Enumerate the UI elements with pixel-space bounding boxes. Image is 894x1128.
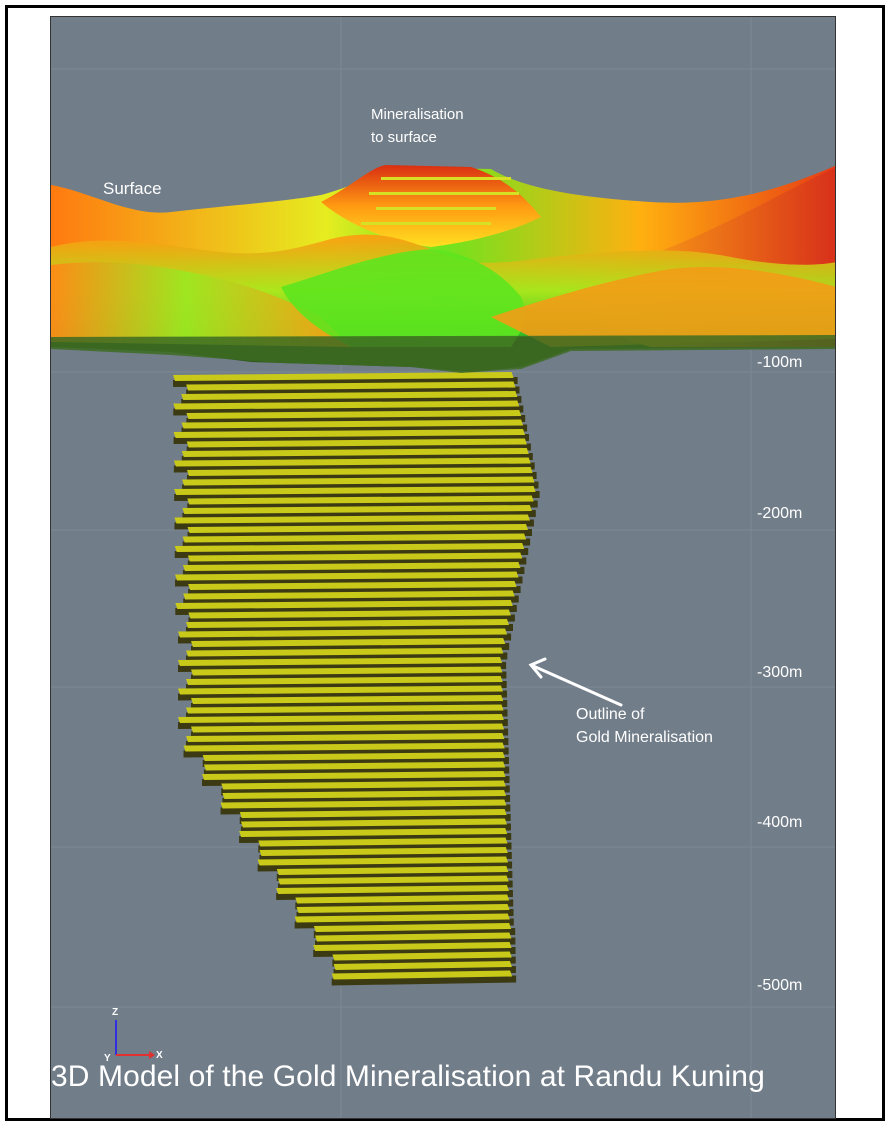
3d-scene [51, 17, 835, 1118]
depth-label: -400m [757, 814, 803, 831]
mineralisation-label-line2: to surface [371, 129, 437, 146]
surface-label: Surface [103, 179, 162, 198]
outline-label-line1: Outline of [576, 706, 645, 723]
3d-model-viewport: Surface Mineralisation to surface Outlin… [50, 16, 836, 1119]
ore-slab [331, 970, 517, 986]
outline-label: Outline of Gold Mineralisation [576, 703, 713, 749]
axis-triad-icon [115, 1020, 155, 1059]
surface-ore-streak [361, 222, 491, 225]
surface-ore-streak [376, 207, 496, 210]
terrain-front-right [491, 267, 835, 347]
axis-z-label: Z [112, 1007, 119, 1018]
figure-frame: Surface Mineralisation to surface Outlin… [5, 5, 885, 1121]
depth-label: -100m [757, 354, 803, 371]
gold-ore-body [173, 372, 540, 986]
surface-ore-streak [381, 177, 511, 180]
mineralisation-to-surface-label: Mineralisation to surface [371, 103, 464, 149]
outline-label-line2: Gold Mineralisation [576, 729, 713, 746]
terrain-surface [51, 165, 835, 373]
axis-x-label: X [156, 1050, 163, 1061]
outline-arrow [528, 657, 623, 707]
depth-label: -300m [757, 664, 803, 681]
surface-ore-streak [369, 192, 519, 195]
axis-y-label: Y [104, 1053, 111, 1064]
surface-ore-streaks [361, 177, 519, 225]
figure-caption: 3D Model of the Gold Mineralisation at R… [51, 1060, 765, 1093]
terrain-front-left [51, 262, 351, 347]
terrain-front-valley [281, 249, 526, 347]
depth-label: -500m [757, 977, 803, 994]
terrain-under-dark [51, 335, 835, 373]
terrain-peak [321, 165, 541, 247]
depth-label: -200m [757, 505, 803, 522]
mineralisation-label-line1: Mineralisation [371, 106, 464, 123]
